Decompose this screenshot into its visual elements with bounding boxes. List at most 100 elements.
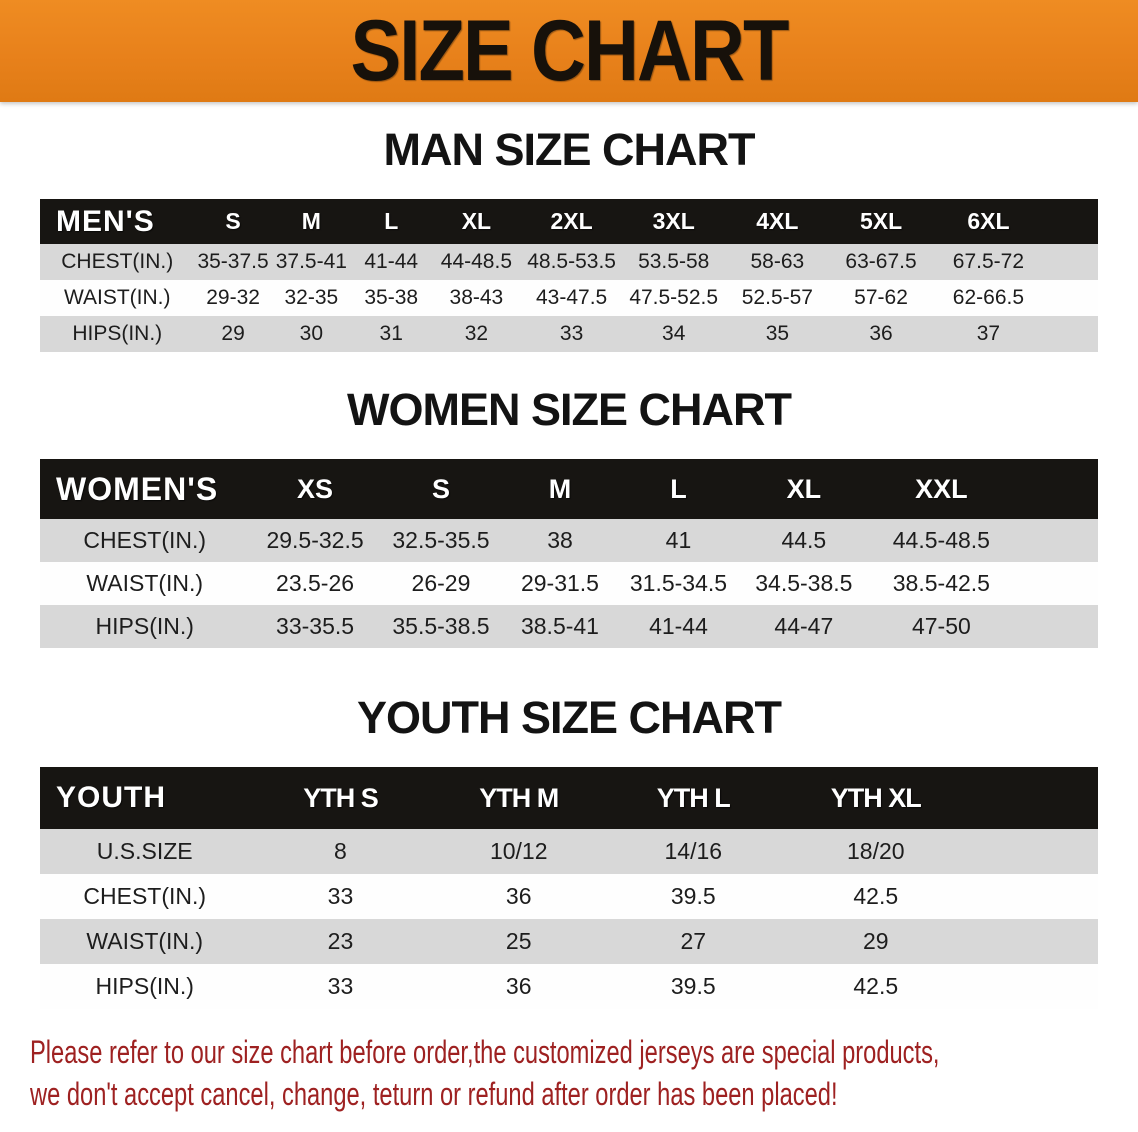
women-waist-row: WAIST(IN.) 23.5-26 26-29 29-31.5 31.5-34… — [40, 562, 1098, 605]
measurement-value-cell: 36 — [431, 964, 606, 1009]
measurement-value-cell: 52.5-57 — [725, 280, 830, 316]
measurement-value-cell: 29 — [194, 316, 272, 352]
measurement-value-cell: 38-43 — [431, 280, 522, 316]
youth-chest-row: CHEST(IN.) 33 36 39.5 42.5 — [40, 874, 1098, 919]
measurement-value-cell: 38.5-41 — [501, 605, 619, 648]
measurement-row-label: U.S.SIZE — [40, 829, 250, 874]
measurement-value-cell: 31 — [351, 316, 432, 352]
men-size-section: MAN SIZE CHART MEN'S S M L XL 2XL 3XL 4X… — [0, 126, 1138, 352]
measurement-value-cell: 63-67.5 — [829, 244, 933, 280]
measurement-value-cell: 35.5-38.5 — [380, 605, 502, 648]
measurement-row-label: WAIST(IN.) — [40, 280, 195, 316]
measurement-value-cell: 18/20 — [780, 829, 971, 874]
women-size-column-header: XS — [249, 459, 381, 519]
measurement-value-cell: 30 — [271, 316, 352, 352]
measurement-row-label: HIPS(IN.) — [40, 964, 250, 1009]
men-size-column-header: S — [194, 199, 272, 244]
measurement-row-label: CHEST(IN.) — [40, 244, 195, 280]
measurement-value-cell: 53.5-58 — [621, 244, 726, 280]
measurement-value-cell: 29-31.5 — [501, 562, 619, 605]
men-size-column-header: 4XL — [725, 199, 830, 244]
women-size-column-header: XL — [738, 459, 870, 519]
measurement-value-cell: 36 — [431, 874, 606, 919]
women-header-row: WOMEN'S XS S M L XL XXL — [40, 459, 1098, 519]
men-size-column-header: L — [351, 199, 432, 244]
men-hips-row: HIPS(IN.) 29 30 31 32 33 34 35 36 37 — [40, 316, 1098, 352]
measurement-value-cell: 14/16 — [606, 829, 781, 874]
measurement-value-cell: 39.5 — [606, 874, 781, 919]
men-waist-row: WAIST(IN.) 29-32 32-35 35-38 38-43 43-47… — [40, 280, 1098, 316]
row-filler-cell — [971, 919, 1098, 964]
measurement-value-cell: 44-47 — [738, 605, 870, 648]
measurement-value-cell: 37 — [932, 316, 1044, 352]
men-size-column-header: M — [271, 199, 352, 244]
women-section-heading: WOMEN SIZE CHART — [347, 384, 792, 435]
measurement-value-cell: 26-29 — [380, 562, 502, 605]
men-header-row: MEN'S S M L XL 2XL 3XL 4XL 5XL 6XL — [40, 199, 1098, 244]
measurement-value-cell: 44.5-48.5 — [869, 519, 1014, 562]
row-filler-cell — [1043, 244, 1098, 280]
measurement-value-cell: 32.5-35.5 — [380, 519, 502, 562]
men-size-column-header: 5XL — [829, 199, 933, 244]
measurement-value-cell: 41-44 — [618, 605, 739, 648]
measurement-value-cell: 25 — [431, 919, 606, 964]
disclaimer-note: Please refer to our size chart before or… — [30, 1031, 1138, 1115]
youth-size-column-header: YTH L — [606, 767, 781, 829]
women-size-table: WOMEN'S XS S M L XL XXL CHEST(IN.) 29.5-… — [40, 459, 1098, 648]
women-size-column-header: XXL — [869, 459, 1014, 519]
youth-size-column-header: YTH M — [431, 767, 606, 829]
measurement-value-cell: 62-66.5 — [932, 280, 1044, 316]
men-size-column-header: XL — [431, 199, 522, 244]
row-filler-cell — [971, 829, 1098, 874]
measurement-value-cell: 32 — [431, 316, 522, 352]
men-size-column-header: 6XL — [932, 199, 1044, 244]
measurement-value-cell: 58-63 — [725, 244, 830, 280]
measurement-value-cell: 34 — [621, 316, 726, 352]
measurement-value-cell: 67.5-72 — [932, 244, 1044, 280]
measurement-value-cell: 33 — [521, 316, 622, 352]
disclaimer-line-2: we don't accept cancel, change, teturn o… — [30, 1076, 838, 1112]
youth-section-heading: YOUTH SIZE CHART — [356, 692, 782, 743]
measurement-value-cell: 27 — [606, 919, 781, 964]
women-size-column-header: L — [618, 459, 739, 519]
measurement-value-cell: 47-50 — [869, 605, 1014, 648]
youth-size-column-header: YTH S — [249, 767, 432, 829]
measurement-row-label: HIPS(IN.) — [40, 605, 250, 648]
men-size-column-header: 3XL — [621, 199, 726, 244]
women-chest-row: CHEST(IN.) 29.5-32.5 32.5-35.5 38 41 44.… — [40, 519, 1098, 562]
measurement-value-cell: 35-37.5 — [194, 244, 272, 280]
row-filler-cell — [971, 964, 1098, 1009]
youth-ussize-row: U.S.SIZE 8 10/12 14/16 18/20 — [40, 829, 1098, 874]
measurement-value-cell: 29 — [780, 919, 971, 964]
measurement-value-cell: 41-44 — [351, 244, 432, 280]
measurement-value-cell: 10/12 — [431, 829, 606, 874]
row-filler-cell — [1013, 562, 1098, 605]
row-filler-cell — [1013, 605, 1098, 648]
row-filler-cell — [1043, 280, 1098, 316]
measurement-value-cell: 42.5 — [780, 964, 971, 1009]
women-size-column-header: M — [501, 459, 619, 519]
measurement-value-cell: 37.5-41 — [271, 244, 352, 280]
women-size-column-header: S — [380, 459, 502, 519]
measurement-row-label: HIPS(IN.) — [40, 316, 195, 352]
header-filler-cell — [1043, 199, 1098, 244]
men-table-corner-label: MEN'S — [40, 199, 195, 244]
measurement-row-label: WAIST(IN.) — [40, 562, 250, 605]
measurement-value-cell: 29-32 — [194, 280, 272, 316]
measurement-value-cell: 57-62 — [829, 280, 933, 316]
measurement-value-cell: 36 — [829, 316, 933, 352]
measurement-value-cell: 31.5-34.5 — [618, 562, 739, 605]
measurement-value-cell: 38.5-42.5 — [869, 562, 1014, 605]
measurement-value-cell: 33 — [249, 874, 432, 919]
measurement-value-cell: 39.5 — [606, 964, 781, 1009]
men-chest-row: CHEST(IN.) 35-37.5 37.5-41 41-44 44-48.5… — [40, 244, 1098, 280]
youth-size-column-header: YTH XL — [780, 767, 971, 829]
measurement-value-cell: 8 — [249, 829, 432, 874]
measurement-value-cell: 41 — [618, 519, 739, 562]
women-table-corner-label: WOMEN'S — [40, 459, 250, 519]
row-filler-cell — [1013, 519, 1098, 562]
men-size-table: MEN'S S M L XL 2XL 3XL 4XL 5XL 6XL CHEST… — [40, 199, 1098, 352]
measurement-value-cell: 35-38 — [351, 280, 432, 316]
header-filler-cell — [971, 767, 1098, 829]
